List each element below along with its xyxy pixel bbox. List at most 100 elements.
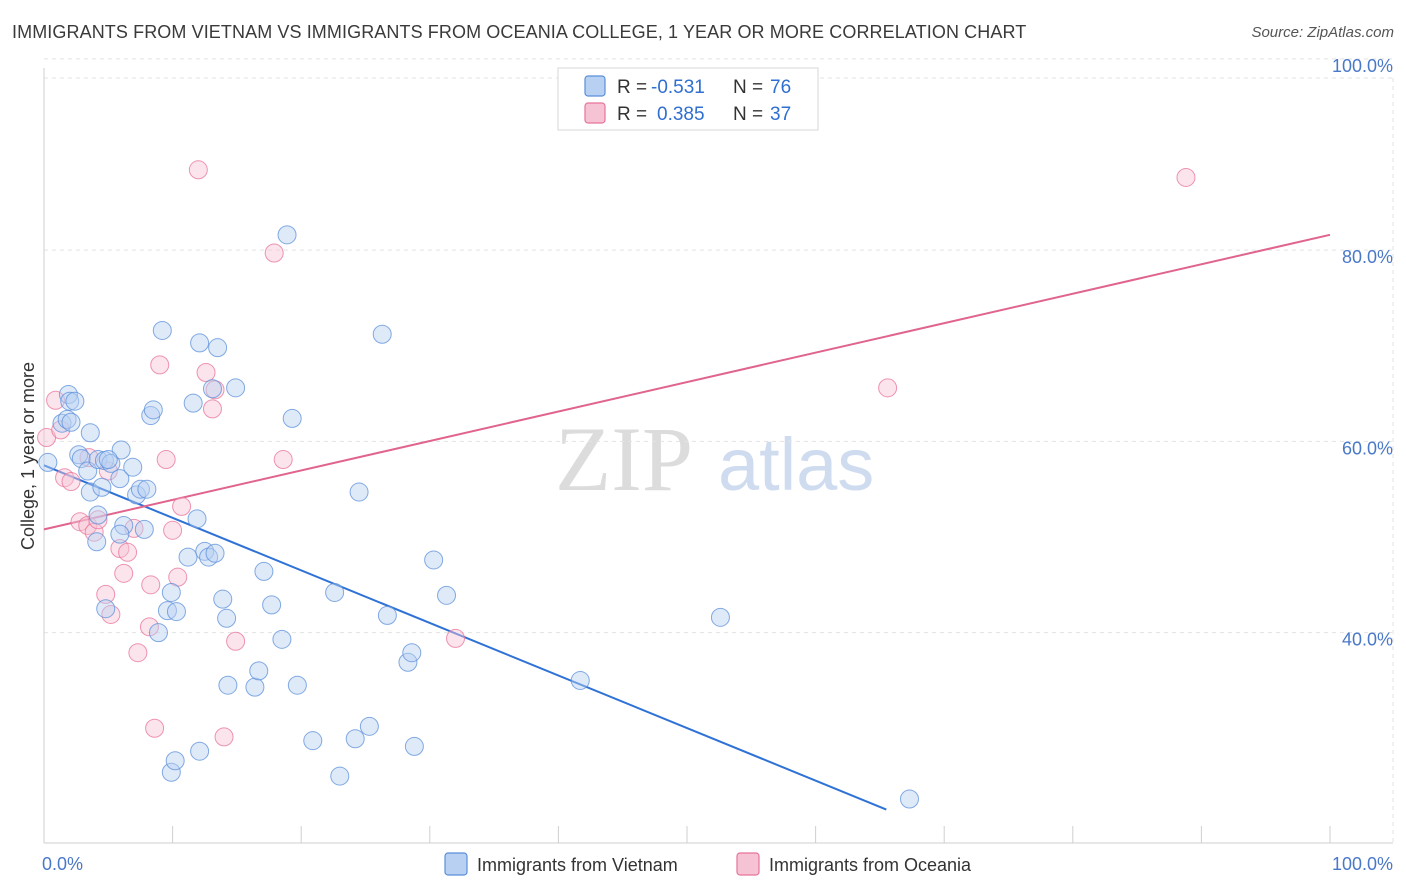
point-oceania-18 (139, 617, 159, 637)
point-vietnam-14 (88, 505, 108, 525)
point-vietnam-3 (61, 412, 81, 432)
y-tick-label-100: 100.0% (1332, 56, 1393, 76)
point-vietnam-57 (372, 324, 392, 344)
legend-r-value-vietnam: -0.531 (651, 77, 705, 98)
point-oceania-34 (446, 628, 466, 648)
point-vietnam-5 (60, 391, 80, 411)
legend-n-value-vietnam: 76 (770, 77, 791, 98)
point-oceania-22 (156, 450, 176, 470)
point-vietnam-66 (161, 762, 181, 782)
point-vietnam-42 (218, 675, 238, 695)
point-vietnam-40 (213, 589, 233, 609)
point-vietnam-59 (398, 652, 418, 672)
point-vietnam-45 (249, 661, 269, 681)
point-vietnam-70 (330, 766, 350, 786)
point-vietnam-55 (349, 482, 369, 502)
legend-r-label-oceania: R = (617, 104, 647, 125)
y-tick-label-60: 60.0% (1342, 438, 1393, 458)
point-vietnam-72 (65, 391, 85, 411)
point-vietnam-0 (38, 452, 58, 472)
trend-line-vietnam (43, 464, 887, 811)
point-vietnam-52 (303, 731, 323, 751)
point-oceania-23 (163, 520, 183, 540)
legend-swatch-oceania (584, 102, 606, 124)
point-vietnam-44 (245, 677, 265, 697)
watermark-atlas: atlas (718, 423, 874, 506)
source-label: Source: ZipAtlas.com (1251, 24, 1394, 41)
point-oceania-32 (264, 243, 284, 263)
point-oceania-19 (141, 575, 161, 595)
bottom-legend-swatch-oceania (736, 852, 760, 876)
point-vietnam-63 (437, 585, 457, 605)
point-vietnam-47 (262, 595, 282, 615)
chart-title: IMMIGRANTS FROM VIETNAM VS IMMIGRANTS FR… (12, 22, 1027, 42)
y-axis-label: College, 1 year or more (18, 362, 38, 550)
point-vietnam-69 (899, 789, 919, 809)
legend-swatch-vietnam (584, 75, 606, 97)
point-vietnam-20 (110, 524, 130, 544)
point-vietnam-9 (80, 482, 100, 502)
legend-n-value-oceania: 37 (770, 104, 791, 125)
point-vietnam-53 (325, 582, 345, 602)
point-oceania-10 (96, 584, 116, 604)
point-vietnam-60 (402, 643, 422, 663)
point-vietnam-54 (345, 729, 365, 749)
bottom-legend-label-vietnam: Immigrants from Vietnam (477, 855, 678, 875)
point-vietnam-38 (205, 543, 225, 563)
legend-r-value-oceania: 0.385 (657, 104, 705, 125)
point-vietnam-49 (277, 225, 297, 245)
point-vietnam-10 (80, 423, 100, 443)
point-vietnam-32 (178, 547, 198, 567)
point-oceania-31 (226, 631, 246, 651)
point-vietnam-39 (208, 338, 228, 358)
point-oceania-36 (1176, 167, 1196, 187)
point-vietnam-73 (202, 379, 222, 399)
point-vietnam-68 (165, 751, 185, 771)
point-vietnam-22 (127, 485, 147, 505)
series-legend: Immigrants from Vietnam Immigrants from … (444, 852, 972, 876)
point-oceania-2 (51, 420, 71, 440)
point-oceania-26 (188, 160, 208, 180)
point-vietnam-65 (710, 607, 730, 627)
point-vietnam-31 (166, 602, 186, 622)
point-vietnam-15 (92, 477, 112, 497)
point-oceania-9 (88, 510, 108, 530)
legend-n-label-oceania: N = (733, 104, 763, 125)
point-vietnam-74 (98, 450, 118, 470)
correlation-legend: R = -0.531 N = 76 R = 0.385 N = 37 (557, 67, 819, 131)
point-vietnam-58 (377, 605, 397, 625)
point-vietnam-62 (424, 550, 444, 570)
point-vietnam-21 (123, 457, 143, 477)
point-vietnam-46 (254, 561, 274, 581)
point-vietnam-28 (152, 320, 172, 340)
point-oceania-1 (46, 390, 66, 410)
point-vietnam-18 (110, 469, 130, 489)
point-vietnam-24 (134, 519, 154, 539)
point-vietnam-61 (404, 736, 424, 756)
point-vietnam-13 (87, 532, 107, 552)
legend-n-label-vietnam: N = (733, 77, 763, 98)
point-oceania-14 (114, 563, 134, 583)
point-vietnam-48 (272, 629, 292, 649)
point-vietnam-26 (143, 400, 163, 420)
point-vietnam-50 (282, 408, 302, 428)
point-vietnam-35 (190, 333, 210, 353)
point-oceania-20 (145, 718, 165, 738)
point-vietnam-17 (111, 440, 131, 460)
point-oceania-27 (196, 363, 216, 383)
point-vietnam-43 (226, 378, 246, 398)
trend-lines (43, 233, 1331, 811)
point-vietnam-67 (190, 741, 210, 761)
y-tick-label-40: 40.0% (1342, 630, 1393, 650)
point-vietnam-30 (161, 582, 181, 602)
watermark-zip: ZIP (555, 408, 693, 510)
point-vietnam-56 (359, 716, 379, 736)
point-vietnam-27 (148, 623, 168, 643)
y-tick-label-80: 80.0% (1342, 247, 1393, 267)
point-oceania-17 (128, 643, 148, 663)
point-vietnam-23 (130, 479, 150, 499)
legend-r-label-vietnam: R = (617, 77, 647, 98)
x-tick-label-max: 100.0% (1332, 854, 1393, 874)
bottom-legend-label-oceania: Immigrants from Oceania (769, 855, 972, 875)
